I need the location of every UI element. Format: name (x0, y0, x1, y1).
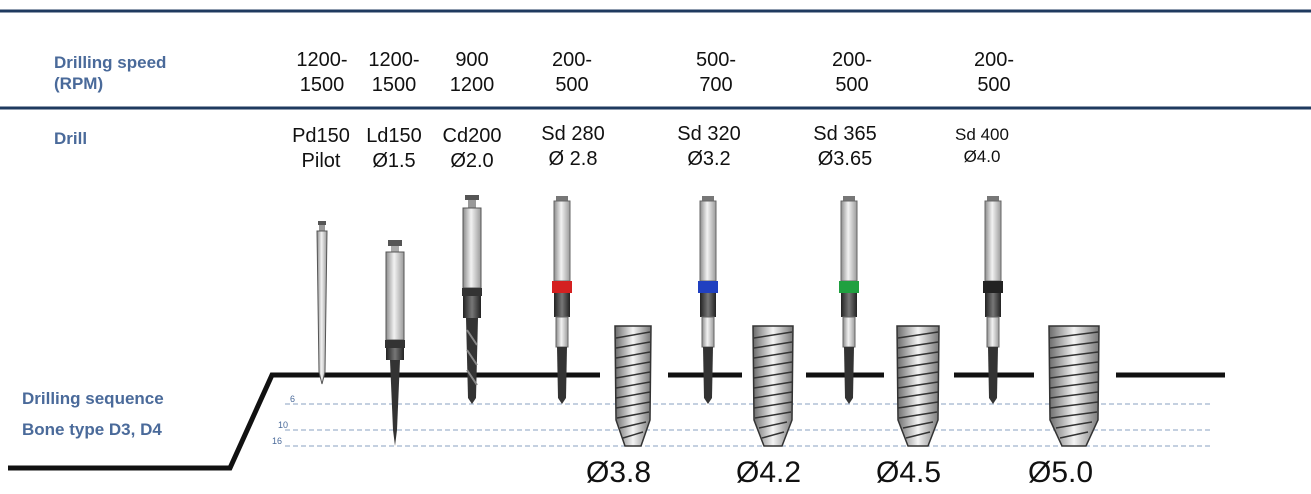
drill-name-4-code: Sd 280 (541, 123, 605, 145)
drill-name-2-size: Ø1.5 (372, 150, 416, 172)
drilling-speed-label: Drilling speed (RPM) (54, 52, 166, 94)
implant-3-8 (614, 325, 652, 447)
depth-marker-16: 16 (272, 436, 283, 446)
drill-name-7-code: Sd 400 (955, 125, 1009, 144)
speed-5-bottom: 700 (699, 74, 733, 96)
speed-7-top: 200- (973, 49, 1015, 71)
implant-diameter-2: Ø4.2 (736, 456, 802, 489)
sequence-label-line2: Bone type D3, D4 (22, 420, 162, 439)
drill-name-3: Cd200 Ø2.0 (434, 124, 510, 174)
speed-3-bottom: 1200 (449, 74, 495, 96)
drill-name-7-size: Ø4.0 (963, 147, 1001, 166)
speed-4-top: 200- (551, 49, 593, 71)
speed-2: 1200- 1500 (362, 48, 426, 98)
drill-name-6-size: Ø3.65 (817, 148, 873, 170)
sequence-label-line1: Drilling sequence (22, 389, 164, 408)
speed-1-bottom: 1500 (299, 74, 345, 96)
speed-5: 500- 700 (684, 48, 748, 98)
drill-lindemann (385, 240, 405, 446)
speed-3: 900 1200 (440, 48, 504, 98)
speed-4: 200- 500 (540, 48, 604, 98)
bone-outline (8, 372, 600, 471)
drill-name-6-code: Sd 365 (813, 123, 877, 145)
implant-diameter-4: Ø5.0 (1028, 456, 1094, 489)
drill-name-1-size: Pilot (301, 150, 341, 172)
drill-name-7: Sd 400 Ø4.0 (942, 124, 1022, 168)
drill-name-5: Sd 320 Ø3.2 (664, 122, 754, 172)
drill-name-6: Sd 365 Ø3.65 (800, 122, 890, 172)
drill-sd365 (839, 196, 859, 404)
drill-sd400 (983, 196, 1003, 404)
speed-4-bottom: 500 (555, 74, 589, 96)
speed-6-bottom: 500 (835, 74, 869, 96)
sequence-label: Drilling sequence Bone type D3, D4 (22, 388, 164, 440)
speed-7-bottom: 500 (977, 74, 1011, 96)
implant-5-0 (1048, 325, 1100, 447)
speed-6-top: 200- (831, 49, 873, 71)
speed-6: 200- 500 (820, 48, 884, 98)
speed-2-bottom: 1500 (371, 74, 417, 96)
drill-name-1: Pd150 Pilot (284, 124, 358, 174)
drill-name-1-code: Pd150 (292, 125, 350, 147)
speed-1-top: 1200- (296, 49, 348, 71)
speed-3-top: 900 (455, 49, 489, 71)
speed-2-top: 1200- (368, 49, 420, 71)
drill-name-4-size: Ø 2.8 (548, 148, 598, 170)
depth-marker-6: 6 (290, 394, 296, 404)
drilling-speed-label-line1: Drilling speed (54, 53, 167, 72)
drill-name-3-code: Cd200 (442, 125, 502, 147)
speed-7: 200- 500 (962, 48, 1026, 98)
depth-marker-10: 10 (278, 420, 289, 430)
drill-sd320 (698, 196, 718, 404)
drill-name-4: Sd 280 Ø 2.8 (528, 122, 618, 172)
implant-diameter-1: Ø3.8 (586, 456, 652, 489)
drill-name-2: Ld150 Ø1.5 (356, 124, 432, 174)
implant-4-2 (752, 325, 794, 447)
drilling-speed-label-line2: (RPM) (54, 74, 104, 93)
drill-sd280 (552, 196, 572, 404)
drill-name-2-code: Ld150 (366, 125, 422, 147)
drill-cd200 (462, 195, 482, 404)
drill-label: Drill (54, 129, 88, 148)
drill-name-5-size: Ø3.2 (687, 148, 731, 170)
implant-diameter-3: Ø4.5 (876, 456, 942, 489)
implant-4-5 (896, 325, 940, 447)
drill-name-5-code: Sd 320 (677, 123, 741, 145)
speed-1: 1200- 1500 (290, 48, 354, 98)
drill-pilot (316, 221, 328, 385)
drill-name-3-size: Ø2.0 (450, 150, 494, 172)
speed-5-top: 500- (695, 49, 737, 71)
